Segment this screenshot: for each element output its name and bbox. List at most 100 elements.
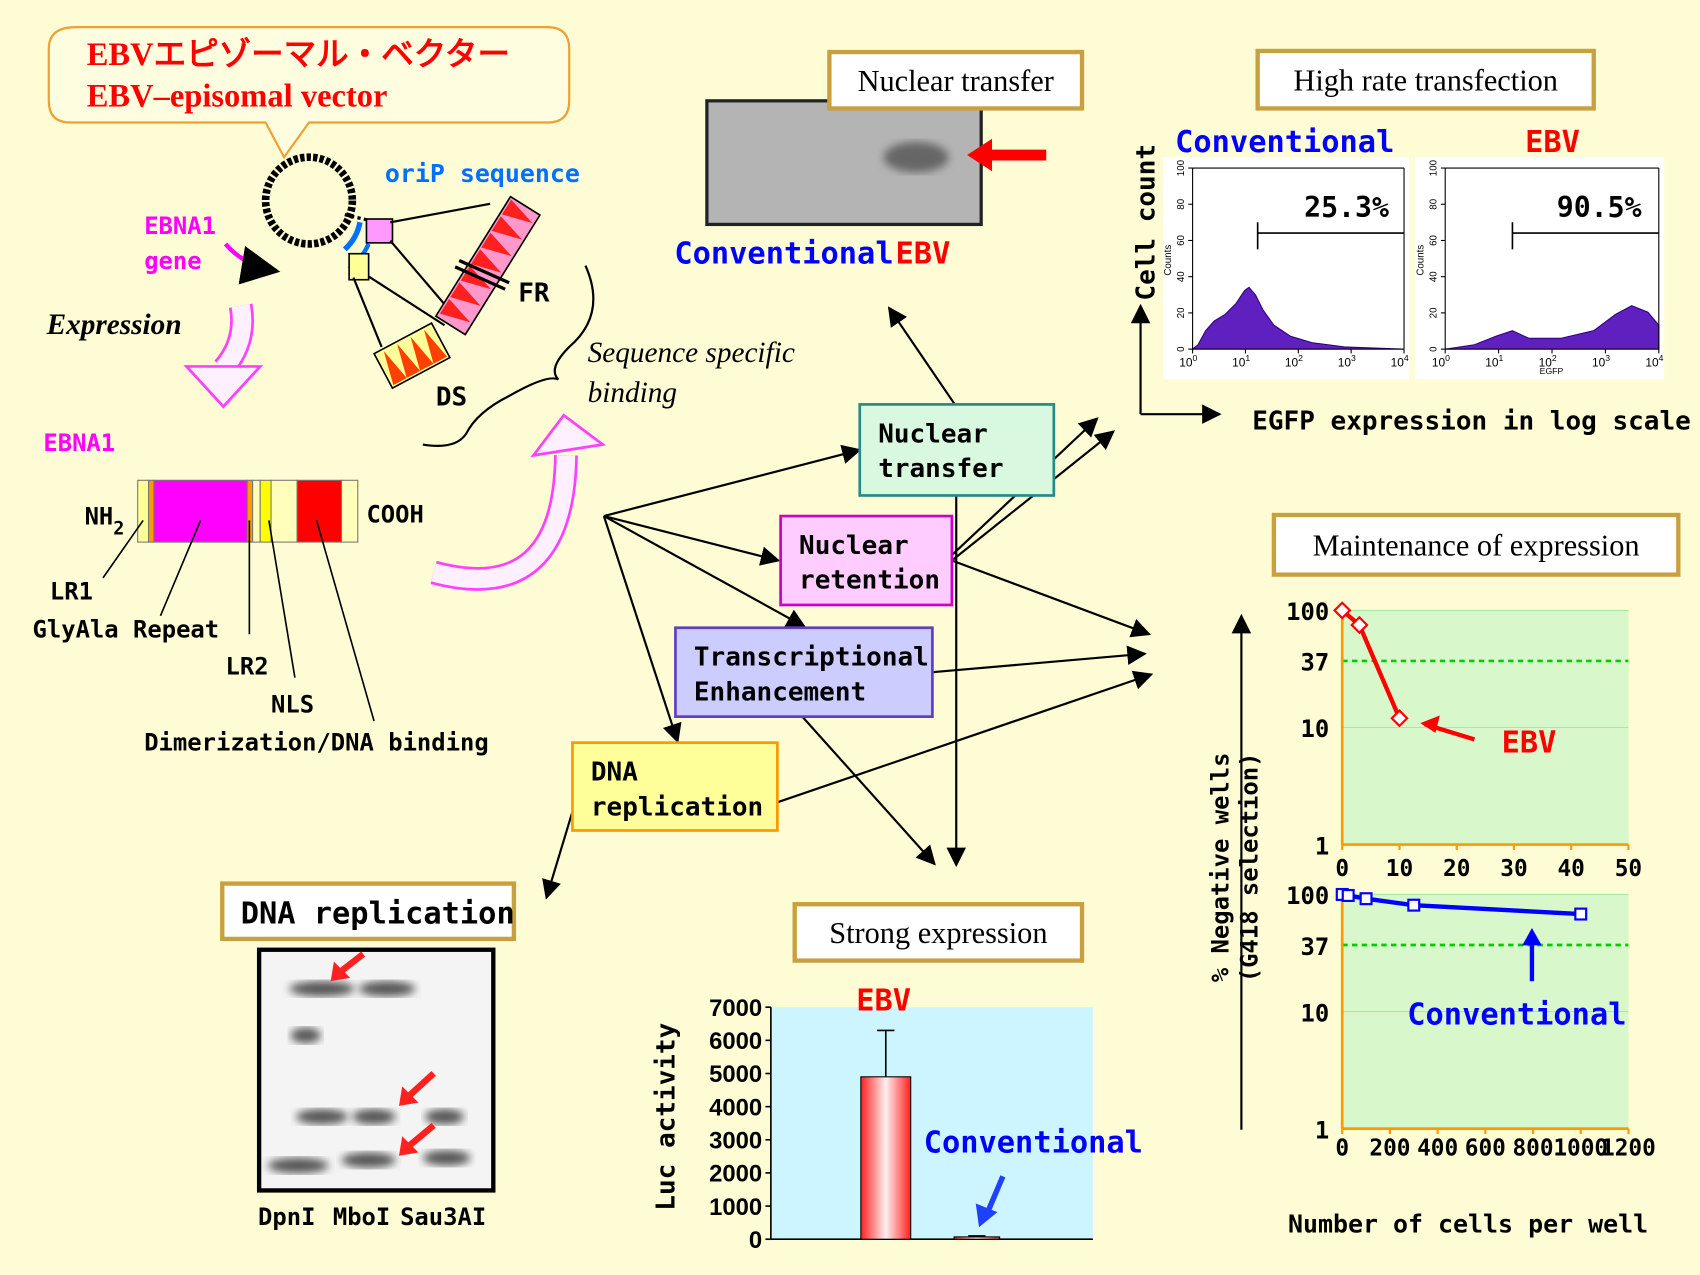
orip-square	[365, 218, 394, 244]
hollow-arrow-fill	[431, 455, 576, 589]
point	[1333, 601, 1352, 620]
flow-label: transfer	[878, 454, 1003, 484]
flow-box	[571, 741, 779, 832]
binding-label: Sequence specific	[588, 337, 795, 369]
title-box	[827, 49, 1085, 111]
c-terminus: COOH	[366, 501, 423, 529]
brace	[422, 265, 595, 447]
n-terminus-text: NH	[85, 503, 114, 531]
domain-leader	[268, 520, 296, 678]
protein-name: EBNA1	[43, 429, 115, 457]
group-label: EBV	[896, 236, 951, 271]
domain-leader	[315, 520, 375, 722]
flow-arrow	[932, 645, 1147, 674]
x-tick-label: 101	[1232, 353, 1250, 369]
point	[1390, 709, 1409, 728]
fr-label: FR	[518, 278, 550, 308]
gel-band	[358, 981, 416, 997]
x-tick-label: 0	[1335, 856, 1349, 882]
domain-segment	[137, 479, 150, 543]
fr-cut	[458, 258, 510, 285]
domain-segment	[296, 479, 343, 543]
domain-label: GlyAla Repeat	[33, 615, 220, 643]
series-label: Conventional	[1407, 998, 1626, 1033]
x-tick-label: 30	[1500, 856, 1527, 882]
y-tick-label: 100	[1176, 159, 1187, 176]
point	[1350, 615, 1369, 635]
tick-exp: 0	[1445, 353, 1450, 363]
domain-segment	[252, 479, 261, 543]
x-tick-label: 102	[1539, 353, 1557, 369]
flow-box	[674, 626, 934, 719]
axis-title: Number of cells per well	[1288, 1210, 1648, 1239]
connector	[390, 202, 491, 224]
y-tick-label: 0	[1176, 346, 1187, 352]
x-tick-label: 20	[1443, 856, 1470, 882]
panel-title: Strong expression	[829, 916, 1047, 950]
n-terminus-sub: 2	[113, 519, 124, 540]
ds-repeat	[423, 329, 447, 364]
gel-pointer	[405, 1070, 436, 1100]
flow-label: retention	[799, 566, 940, 596]
x-tick-label: 103	[1338, 353, 1356, 369]
domain-label: LR1	[50, 578, 93, 606]
flow-arrow	[542, 804, 576, 900]
gene-label: EBNA1	[144, 212, 216, 240]
lane-label: DpnI	[258, 1203, 315, 1231]
ds-repeat	[383, 350, 407, 386]
gel-band	[425, 1109, 465, 1125]
connector	[352, 277, 383, 348]
domain-segment	[340, 479, 359, 543]
nuclear-spot	[883, 142, 949, 173]
gene-arrow	[223, 242, 281, 285]
y-tick-label: 3000	[709, 1127, 762, 1154]
y-tick-label: 60	[1429, 234, 1440, 245]
ds-label: DS	[436, 382, 467, 412]
y-tick-label: 5000	[709, 1061, 762, 1088]
pointer-head	[975, 1203, 998, 1228]
gel-band	[352, 1109, 396, 1125]
domain-label: LR2	[226, 652, 269, 680]
domain-segment	[270, 479, 298, 543]
flow-arrow	[603, 515, 781, 566]
point	[1341, 888, 1355, 902]
y-tick-label: 1	[1315, 1116, 1329, 1144]
panel-title: Maintenance of expression	[1313, 529, 1640, 563]
y-tick-label: 100	[1429, 159, 1440, 176]
domain-segment	[153, 479, 248, 543]
plasmid	[261, 153, 357, 248]
y-tick-label: 1000	[709, 1194, 762, 1221]
x-tick-label: 100	[1432, 353, 1450, 369]
y-tick-label: 60	[1176, 234, 1187, 245]
y-tick-label: 20	[1176, 307, 1187, 318]
x-tick-label: 200	[1369, 1136, 1410, 1162]
axis-title: (G418 selection)	[1236, 753, 1264, 983]
x-tick-label: 100	[1179, 353, 1197, 369]
axis-title: Cell count	[1132, 144, 1162, 301]
y-tick-label: 10	[1300, 999, 1329, 1027]
flow-box	[858, 403, 1056, 497]
orip-region	[342, 221, 363, 252]
title-box	[1271, 512, 1681, 577]
tick-base: 10	[1179, 355, 1193, 369]
gel-pointer-head	[398, 1086, 419, 1106]
y-tick-label: 10	[1300, 715, 1329, 743]
percent-label: 90.5%	[1557, 191, 1642, 224]
y-tick-label: 6000	[709, 1028, 762, 1055]
flow-label: replication	[591, 792, 763, 822]
x-tick-label: 10	[1386, 856, 1413, 882]
point	[1407, 898, 1421, 912]
callout-title: EBVエピゾーマル・ベクター	[87, 36, 510, 73]
histogram	[1191, 286, 1405, 350]
pointer-head	[1420, 715, 1440, 733]
flow-label: Nuclear	[878, 419, 988, 449]
x-tick-label: 103	[1592, 353, 1610, 369]
flow-label: DNA	[591, 758, 638, 788]
gel-band	[290, 1027, 321, 1043]
callout-subtitle: EBV–episomal vector	[87, 78, 388, 114]
lane-label: Sau3AI	[400, 1203, 486, 1231]
x-tick-label: 102	[1285, 353, 1303, 369]
tick-base: 10	[1485, 355, 1499, 369]
x-tick-label: 1200	[1601, 1136, 1656, 1162]
gel-band	[289, 981, 355, 997]
